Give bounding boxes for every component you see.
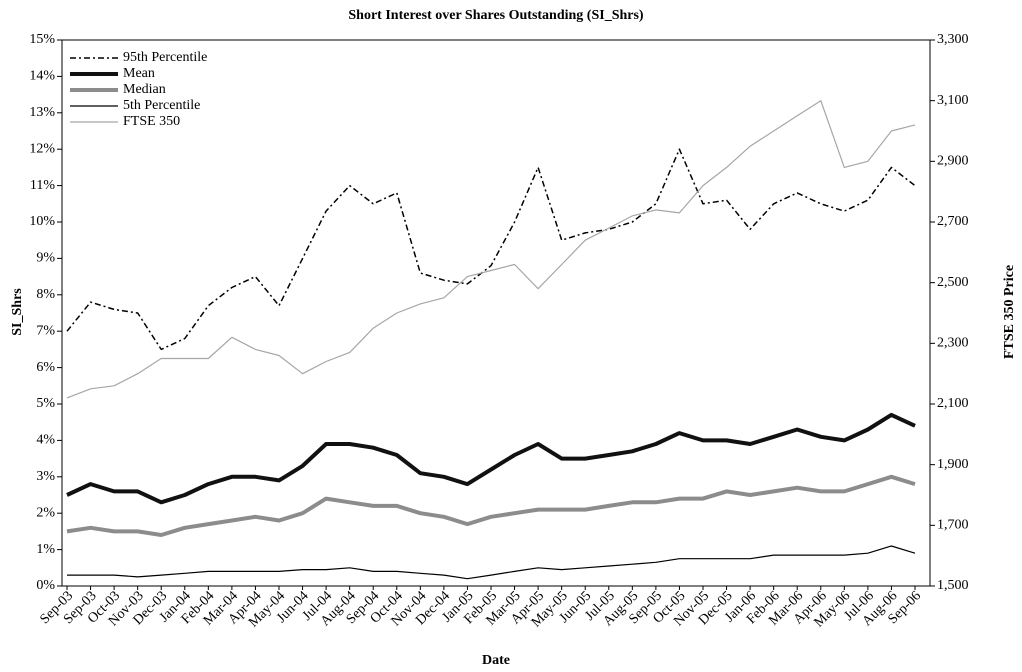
y2-tick-label: 1,900	[937, 457, 969, 472]
y-tick-label: 11%	[30, 178, 55, 193]
y2-tick-label: 1,500	[937, 578, 969, 593]
y-tick-label: 3%	[36, 469, 55, 484]
chart-title: Short Interest over Shares Outstanding (…	[348, 8, 644, 23]
plot-frame	[61, 39, 931, 587]
x-axis-label: Date	[482, 653, 510, 668]
y2-tick-label: 3,100	[937, 93, 969, 108]
y-tick-label: 0%	[36, 578, 55, 593]
legend-label: Median	[123, 82, 166, 97]
y-tick-label: 4%	[36, 433, 55, 448]
y-tick-label: 14%	[29, 69, 55, 84]
y2-tick-label: 2,300	[937, 336, 969, 351]
y-tick-label: 2%	[36, 505, 55, 520]
y-tick-label: 10%	[29, 214, 55, 229]
y2-tick-label: 3,300	[937, 32, 969, 47]
y2-tick-label: 2,900	[937, 154, 969, 169]
y-tick-label: 5%	[36, 396, 55, 411]
y-tick-label: 8%	[36, 287, 55, 302]
y-tick-label: 13%	[29, 105, 55, 120]
y2-tick-label: 2,500	[937, 275, 969, 290]
y-tick-label: 12%	[29, 141, 55, 156]
series-line	[66, 100, 916, 399]
y-tick-label: 7%	[36, 323, 55, 338]
legend-label: Mean	[123, 66, 155, 81]
legend-label: FTSE 350	[123, 114, 180, 129]
series-line	[67, 545, 916, 580]
y2-axis-label: FTSE 350 Price	[1002, 265, 1017, 359]
legend-label: 95th Percentile	[123, 50, 207, 65]
y2-tick-label: 2,100	[937, 396, 969, 411]
legend-label: 5th Percentile	[123, 98, 200, 113]
y2-tick-label: 2,700	[937, 214, 969, 229]
y-tick-label: 9%	[36, 251, 55, 266]
y-tick-label: 1%	[36, 542, 55, 557]
y-axis-label: SI_Shrs	[10, 288, 25, 336]
y2-tick-label: 1,700	[937, 518, 969, 533]
y-tick-label: 15%	[29, 32, 55, 47]
series-line	[66, 148, 916, 351]
series-line	[66, 474, 916, 537]
series-line	[66, 412, 916, 505]
y-tick-label: 6%	[36, 360, 55, 375]
